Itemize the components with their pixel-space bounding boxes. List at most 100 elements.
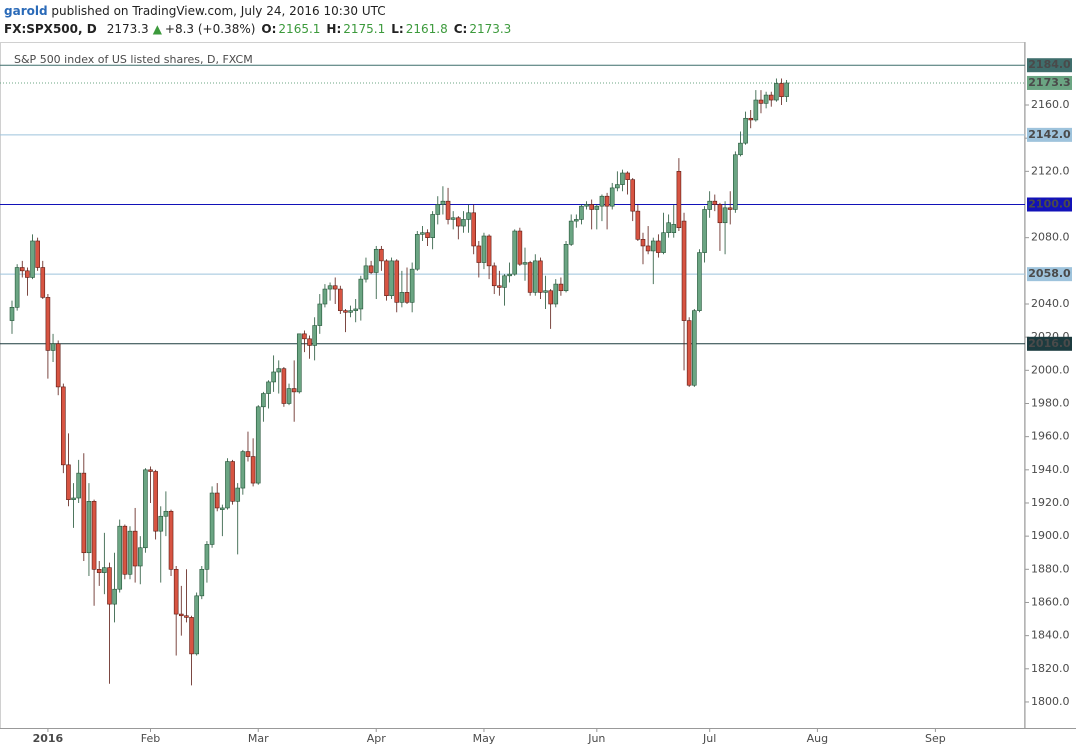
candle-body <box>497 285 502 288</box>
candle-body <box>471 212 477 247</box>
candle-body <box>768 94 774 101</box>
candle-body <box>568 220 574 245</box>
candle-body <box>204 544 210 570</box>
candle-body <box>199 569 205 597</box>
y-tick-label: 2120.0 <box>1031 164 1070 177</box>
candle-body <box>348 310 353 313</box>
candle-body <box>220 507 225 510</box>
candle-body <box>748 117 754 121</box>
candle-body <box>163 510 169 517</box>
candle-body <box>645 245 651 252</box>
candle-body <box>753 99 759 121</box>
candle-body <box>784 82 789 97</box>
candle-body <box>615 184 620 189</box>
candle-body <box>620 172 625 185</box>
y-tick-label: 2040.0 <box>1031 297 1070 310</box>
candle-body <box>343 310 348 313</box>
candle-body <box>538 260 543 293</box>
candle-body <box>543 290 548 293</box>
level-label: 2100.0 <box>1028 198 1071 211</box>
candle-body <box>717 204 723 224</box>
header-line-2: FX:SPX500, D 2173.3 ▲ +8.3 (+0.38%) O: 2165.1… <box>4 22 511 36</box>
candle-body <box>666 222 671 233</box>
candle-body <box>686 320 692 386</box>
y-tick-label: 1900.0 <box>1031 529 1070 542</box>
y-tick-label: 1940.0 <box>1031 463 1070 476</box>
candle-body <box>604 195 610 207</box>
y-tick-label: 1880.0 <box>1031 562 1070 575</box>
candle-body <box>230 461 235 502</box>
x-tick-label: 2016 <box>33 732 64 745</box>
candle-body <box>276 368 282 373</box>
candle-body <box>127 530 133 575</box>
level-label-box <box>1027 197 1072 212</box>
open-label: O: <box>261 22 276 36</box>
candle-body <box>122 525 128 575</box>
candle-body <box>255 406 261 484</box>
candle-body <box>640 239 646 247</box>
candle-body <box>107 567 112 605</box>
candle-body <box>522 262 528 265</box>
header-line-1: garold published on TradingView.com, Jul… <box>4 4 386 18</box>
candle-body <box>168 510 174 570</box>
x-tick-label: Feb <box>141 732 160 745</box>
candle-body <box>743 117 748 144</box>
candle-body <box>14 267 20 308</box>
candle-body <box>563 244 569 292</box>
candle-body <box>35 240 40 268</box>
candle-body <box>630 179 636 212</box>
candle-body <box>502 275 507 288</box>
candle-body <box>579 205 584 220</box>
y-tick-label: 1920.0 <box>1031 496 1070 509</box>
candle-body <box>491 265 497 287</box>
candle-body <box>363 265 369 280</box>
candle-body <box>112 588 117 605</box>
candle-body <box>456 217 461 227</box>
candle-body <box>245 451 251 457</box>
candle-body <box>225 461 230 509</box>
candle-body <box>368 265 374 273</box>
x-tick-label: Jun <box>587 732 605 745</box>
high-value: 2175.1 <box>343 22 385 36</box>
level-label-box <box>1027 336 1072 351</box>
candle-body <box>445 200 451 220</box>
candle-body <box>266 381 271 394</box>
author[interactable]: garold <box>4 4 48 18</box>
candle-body <box>296 333 302 393</box>
candle-body <box>30 240 35 278</box>
open-value: 2165.1 <box>278 22 320 36</box>
candle-body <box>584 204 589 207</box>
candle-body <box>404 292 410 303</box>
level-label-box <box>1027 127 1072 142</box>
candle-body <box>102 567 107 573</box>
y-tick-label: 1860.0 <box>1031 595 1070 608</box>
x-tick-label: May <box>473 732 496 745</box>
y-tick-label: 1840.0 <box>1031 629 1070 642</box>
candle-body <box>9 307 15 321</box>
candle-body <box>137 547 143 567</box>
candle-body <box>45 297 51 351</box>
candle-body <box>461 219 466 227</box>
candle-body <box>394 260 400 303</box>
candle-body <box>338 288 343 311</box>
candle-body <box>66 464 71 500</box>
candle-body <box>625 172 630 180</box>
level-label-box <box>1027 58 1072 73</box>
candle-body <box>486 235 492 267</box>
chart-title: S&P 500 index of US listed shares, D, FX… <box>14 53 253 66</box>
candle-body <box>214 492 220 509</box>
x-tick-label: Mar <box>248 732 269 745</box>
y-tick-label: 1820.0 <box>1031 662 1070 675</box>
candle-body <box>691 310 697 386</box>
candle-body <box>86 501 92 554</box>
candle-body <box>250 456 256 484</box>
candle-body <box>158 515 164 532</box>
candle-body <box>599 195 605 207</box>
candle-body <box>81 472 87 554</box>
level-label: 2142.0 <box>1028 128 1071 141</box>
candle-body <box>317 303 323 326</box>
candle-body <box>148 469 153 472</box>
candle-body <box>271 371 276 383</box>
candle-body <box>209 492 215 545</box>
